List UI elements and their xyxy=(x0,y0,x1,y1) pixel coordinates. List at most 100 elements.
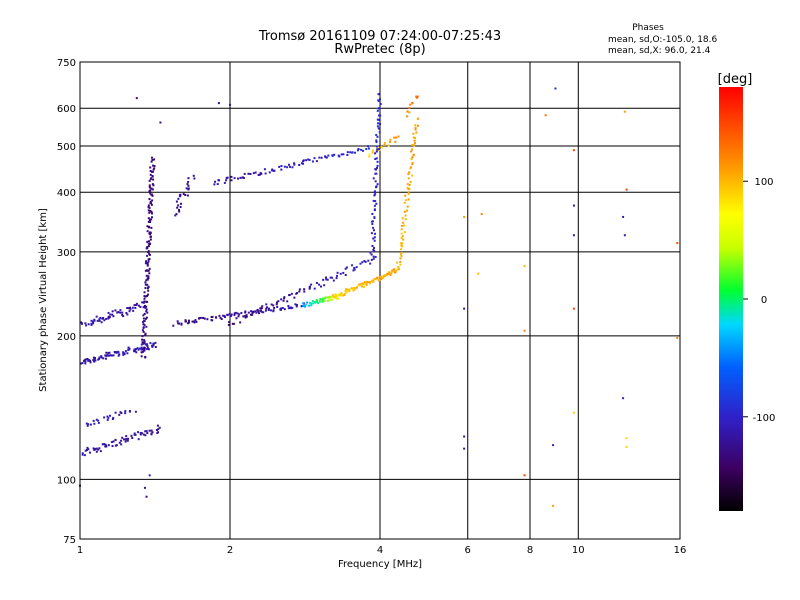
data-point xyxy=(393,136,396,139)
data-point xyxy=(354,287,357,290)
data-point xyxy=(107,311,110,314)
data-point xyxy=(463,307,466,310)
data-point xyxy=(194,319,197,322)
data-point xyxy=(404,199,407,202)
data-point xyxy=(192,174,195,177)
data-point xyxy=(385,274,388,277)
data-point xyxy=(414,126,417,129)
data-point xyxy=(145,294,148,297)
data-point xyxy=(145,430,148,433)
data-point xyxy=(235,317,238,320)
data-point xyxy=(298,288,301,291)
data-point xyxy=(270,303,273,306)
data-point xyxy=(237,315,240,318)
data-point xyxy=(378,275,381,278)
data-point xyxy=(87,448,90,451)
data-point xyxy=(84,322,87,325)
data-point xyxy=(84,449,87,452)
data-point xyxy=(409,166,412,169)
data-point xyxy=(81,453,84,456)
data-point xyxy=(373,209,376,212)
data-point xyxy=(244,315,247,318)
data-point xyxy=(149,233,152,236)
data-point xyxy=(95,450,98,453)
data-point xyxy=(346,288,349,291)
data-point xyxy=(340,292,343,295)
data-point xyxy=(280,307,283,310)
data-point xyxy=(263,168,266,171)
data-point xyxy=(147,220,150,223)
data-point xyxy=(88,451,91,454)
data-point xyxy=(372,229,375,232)
data-point xyxy=(335,274,338,277)
data-point xyxy=(105,351,108,354)
data-point xyxy=(302,159,305,162)
data-point xyxy=(121,436,124,439)
data-point xyxy=(149,170,152,173)
data-point xyxy=(357,284,360,287)
data-point xyxy=(184,194,187,197)
data-point xyxy=(400,236,403,239)
data-point xyxy=(336,271,339,274)
data-point xyxy=(143,340,146,343)
data-point xyxy=(143,304,146,307)
data-point xyxy=(95,447,98,450)
data-point xyxy=(111,417,114,420)
data-point xyxy=(151,159,154,162)
data-point xyxy=(357,148,360,151)
data-point xyxy=(187,177,190,180)
data-point xyxy=(372,237,375,240)
data-point xyxy=(389,272,392,275)
data-point xyxy=(225,179,228,182)
data-point xyxy=(315,281,318,284)
data-point xyxy=(147,242,150,245)
data-point xyxy=(344,291,347,294)
data-point xyxy=(265,307,268,310)
data-point xyxy=(415,131,418,134)
y-tick-label: 75 xyxy=(63,535,76,546)
data-point xyxy=(84,358,87,361)
data-point xyxy=(523,265,526,268)
data-point xyxy=(572,204,575,207)
data-point xyxy=(152,164,155,167)
data-point xyxy=(143,346,146,349)
data-point xyxy=(113,350,116,353)
data-point xyxy=(360,282,363,285)
data-point xyxy=(676,242,679,245)
data-point xyxy=(146,287,149,290)
data-point xyxy=(374,172,377,175)
data-point xyxy=(257,312,260,315)
data-point xyxy=(318,300,321,303)
data-point xyxy=(367,145,370,148)
data-point xyxy=(137,438,140,441)
data-point xyxy=(260,307,263,310)
data-point xyxy=(128,310,131,313)
data-point xyxy=(265,306,268,309)
data-point xyxy=(407,193,410,196)
data-point xyxy=(239,321,242,324)
data-point xyxy=(335,297,338,300)
data-point xyxy=(360,148,363,151)
data-point xyxy=(375,150,378,153)
data-point xyxy=(214,180,217,183)
data-point xyxy=(303,290,306,293)
data-point xyxy=(152,168,155,171)
data-point xyxy=(372,226,375,229)
data-point xyxy=(144,430,147,433)
data-point xyxy=(319,298,322,301)
data-point xyxy=(622,215,625,218)
data-point xyxy=(122,315,125,318)
data-point xyxy=(339,272,342,275)
data-point xyxy=(142,349,145,352)
data-point xyxy=(149,238,152,241)
data-point xyxy=(120,443,123,446)
data-point xyxy=(676,336,679,339)
data-point xyxy=(128,306,131,309)
data-point xyxy=(228,321,231,324)
data-point xyxy=(523,474,526,477)
data-point xyxy=(143,297,146,300)
data-point xyxy=(146,254,149,257)
data-point xyxy=(133,432,136,435)
data-point xyxy=(145,310,148,313)
data-point xyxy=(107,317,110,320)
